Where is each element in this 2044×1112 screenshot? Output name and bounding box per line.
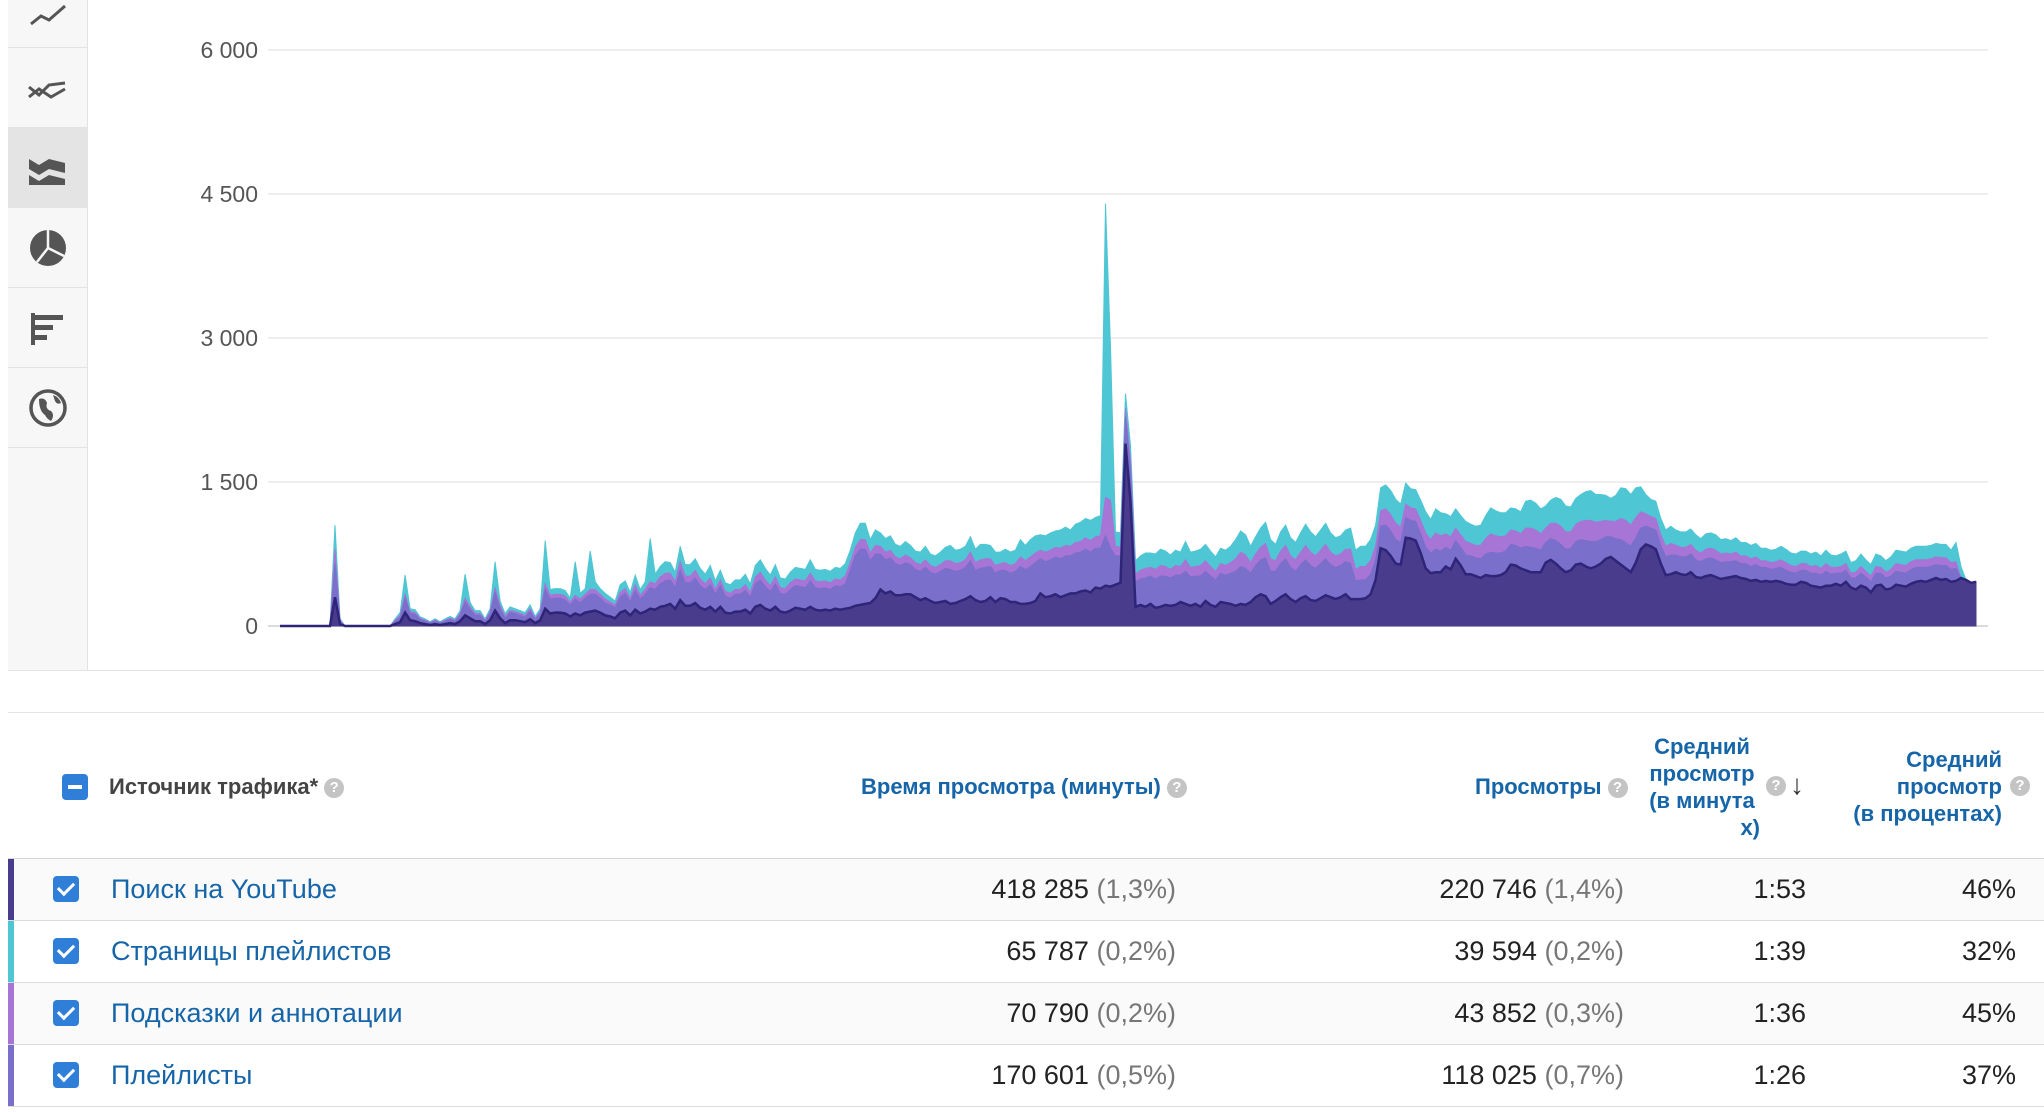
avg-duration-cell: 1:36: [1753, 998, 1806, 1028]
pie-chart-button[interactable]: [8, 208, 87, 288]
avg-duration-cell: 1:39: [1753, 936, 1806, 966]
row-checkbox[interactable]: [53, 876, 79, 902]
traffic-source-link[interactable]: Плейлисты: [111, 1060, 253, 1090]
chart-type-toolbar: [8, 0, 88, 670]
multi-line-chart-icon: [27, 81, 66, 99]
pie-chart-icon: [29, 229, 66, 266]
line-chart-icon: [29, 4, 66, 25]
table-row[interactable]: Страницы плейлистов 65 787 (0,2%) 39 594…: [8, 921, 2044, 983]
series-color-swatch: [8, 921, 14, 982]
views-cell: 43 852 (0,3%): [1454, 998, 1624, 1028]
area-series: [280, 203, 1977, 627]
header-watch-time[interactable]: Время просмотра (минуты)?: [861, 773, 1187, 800]
watch-time-cell: 418 285 (1,3%): [991, 874, 1176, 904]
views-cell: 39 594 (0,2%): [1454, 936, 1624, 966]
avg-percent-cell: 37%: [1961, 1060, 2016, 1090]
series-color-swatch: [8, 1045, 14, 1106]
y-tick-label: 1 500: [200, 469, 258, 495]
stacked-area-chart-button[interactable]: [8, 128, 87, 208]
y-tick-label: 0: [245, 613, 258, 639]
avg-duration-cell: 1:53: [1753, 874, 1806, 904]
header-views[interactable]: Просмотры?: [1475, 773, 1628, 800]
multi-line-chart-button[interactable]: [8, 48, 87, 128]
traffic-source-link[interactable]: Поиск на YouTube: [111, 874, 337, 904]
row-checkbox[interactable]: [53, 1000, 79, 1026]
series-line: [280, 443, 1977, 628]
help-icon[interactable]: ?: [2010, 776, 2030, 796]
avg-percent-cell: 32%: [1961, 936, 2016, 966]
avg-duration-cell: 1:26: [1753, 1060, 1806, 1090]
table-header: Источник трафика*? Время просмотра (мину…: [8, 713, 2044, 859]
y-tick-label: 3 000: [200, 325, 258, 351]
row-checkbox[interactable]: [53, 1062, 79, 1088]
divider: [8, 670, 2044, 671]
y-tick-label: 4 500: [200, 181, 258, 207]
avg-percent-cell: 46%: [1961, 874, 2016, 904]
header-avg-percent[interactable]: Средний просмотр (в процентах): [1853, 747, 2002, 826]
y-tick-label: 6 000: [200, 37, 258, 63]
series-color-swatch: [8, 859, 14, 920]
traffic-source-link[interactable]: Страницы плейлистов: [111, 936, 392, 966]
table-row[interactable]: Плейлисты 170 601 (0,5%) 118 025 (0,7%) …: [8, 1045, 2044, 1107]
help-icon[interactable]: ?: [1166, 778, 1187, 799]
series-color-swatch: [8, 983, 14, 1044]
traffic-source-link[interactable]: Подсказки и аннотации: [111, 998, 403, 1028]
select-all-checkbox[interactable]: [62, 774, 88, 800]
table-row[interactable]: Подсказки и аннотации 70 790 (0,2%) 43 8…: [8, 983, 2044, 1045]
map-chart-button[interactable]: [8, 368, 87, 448]
globe-map-icon: [28, 388, 67, 427]
views-cell: 118 025 (0,7%): [1441, 1060, 1624, 1090]
views-cell: 220 746 (1,4%): [1439, 874, 1624, 904]
watch-time-cell: 70 790 (0,2%): [1006, 998, 1176, 1028]
row-checkbox[interactable]: [53, 938, 79, 964]
header-source[interactable]: Источник трафика*?: [109, 773, 345, 800]
header-avg-duration[interactable]: Средний просмотр (в минута х): [1649, 734, 1760, 840]
line-chart-button[interactable]: [8, 0, 87, 48]
stacked-area-chart-icon: [28, 158, 65, 185]
bar-chart-icon: [30, 312, 63, 345]
avg-percent-cell: 45%: [1961, 998, 2016, 1028]
watch-time-cell: 170 601 (0,5%): [991, 1060, 1176, 1090]
bar-chart-button[interactable]: [8, 288, 87, 368]
help-icon[interactable]: ?: [324, 778, 345, 799]
watch-time-cell: 65 787 (0,2%): [1006, 936, 1176, 966]
help-icon[interactable]: ?: [1766, 776, 1786, 796]
help-icon[interactable]: ?: [1607, 778, 1628, 799]
stacked-area-chart: [268, 49, 1988, 628]
sort-descending-icon[interactable]: ↓: [1790, 769, 1804, 800]
table-row[interactable]: Поиск на YouTube 418 285 (1,3%) 220 746 …: [8, 859, 2044, 921]
divider: [8, 712, 2044, 713]
chart-area: 6 000 4 500 3 000 1 500 0: [88, 0, 2044, 670]
